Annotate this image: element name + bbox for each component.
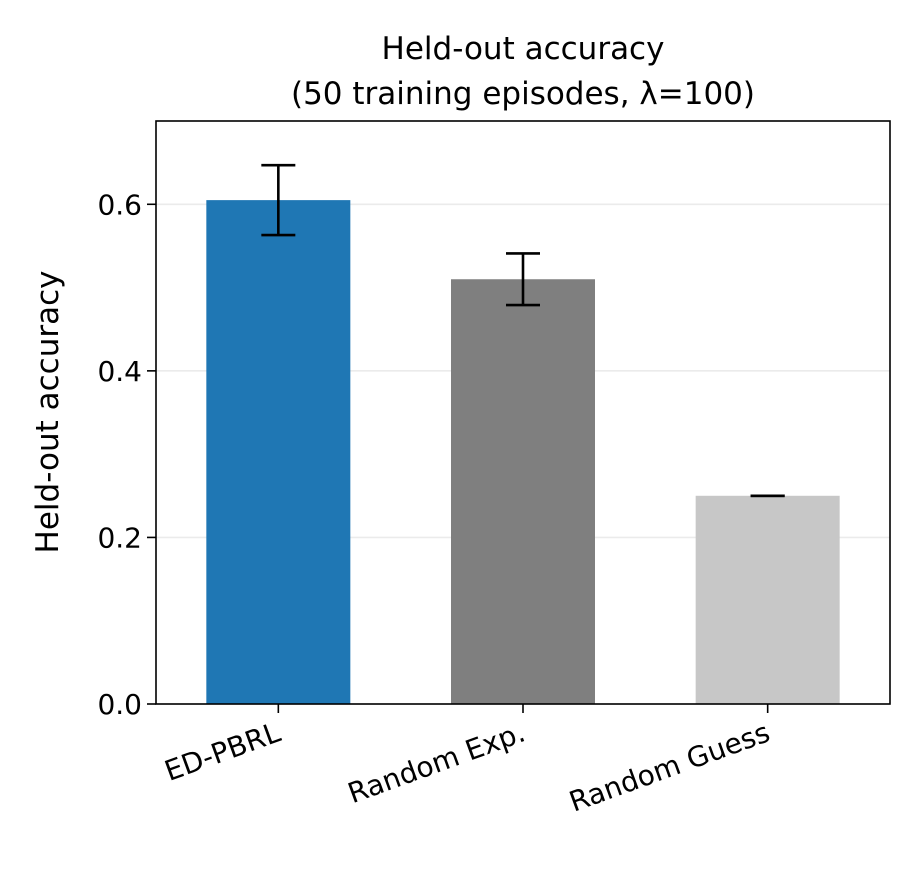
- x-ticks: ED-PBRL Random Exp. Random Guess: [160, 704, 774, 819]
- y-tick-label: 0.2: [97, 521, 142, 554]
- y-tick-label: 0.6: [97, 188, 142, 221]
- bar: [695, 495, 840, 704]
- y-axis-label: Held-out accuracy: [30, 271, 66, 554]
- bars: [206, 200, 840, 704]
- x-tick-label: Random Exp.: [344, 716, 530, 811]
- y-tick-label: 0.0: [97, 688, 142, 721]
- chart-title-line1: Held-out accuracy: [382, 31, 665, 67]
- chart-title-line2: (50 training episodes, λ=100): [291, 76, 755, 112]
- bar: [206, 200, 351, 704]
- x-tick-label: ED-PBRL: [160, 715, 285, 787]
- y-tick-label: 0.4: [97, 355, 142, 388]
- bar: [451, 279, 595, 704]
- y-ticks: 0.0 0.2 0.4 0.6: [97, 188, 156, 721]
- x-tick-label: Random Guess: [565, 716, 774, 819]
- error-bars: [261, 163, 785, 498]
